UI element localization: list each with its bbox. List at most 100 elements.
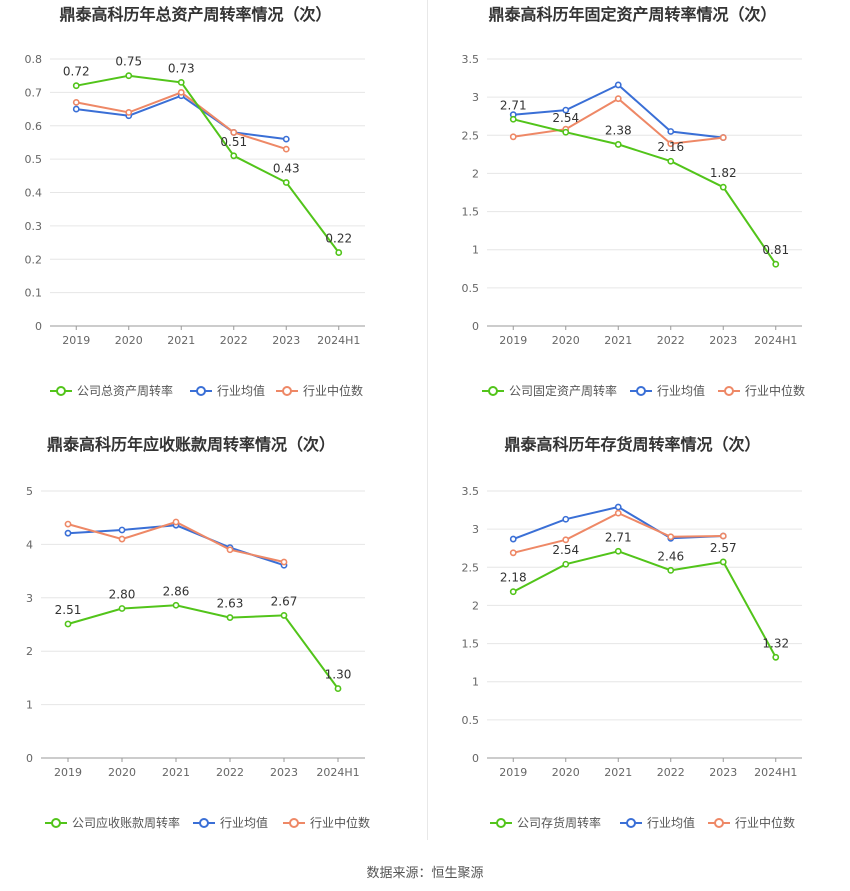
- x-tick-label: 2024H1: [754, 766, 797, 779]
- legend-item: 公司存货周转率: [490, 815, 601, 830]
- chart-title: 鼎泰高科历年总资产周转率情况（次）: [59, 5, 331, 24]
- data-source-note: 数据来源：恒生聚源: [366, 866, 484, 881]
- x-tick-label: 2022: [220, 334, 248, 347]
- x-tick-label: 2021: [167, 334, 195, 347]
- data-label: 0.72: [63, 65, 90, 79]
- legend-label: 行业均值: [647, 815, 695, 830]
- legend-swatch-marker: [488, 386, 498, 396]
- chart-panel-inventory-turnover: 鼎泰高科历年存货周转率情况（次） 0 0.5 1 1.5 2 2.5 3 3.5 2019 2020…: [428, 430, 850, 860]
- data-point: [614, 547, 622, 555]
- series-line-0: [512, 550, 777, 658]
- legend-label: 公司存货周转率: [517, 815, 601, 830]
- data-point: [562, 106, 570, 114]
- legend-label: 公司总资产周转率: [77, 383, 173, 398]
- x-tick-label: 2023: [272, 334, 300, 347]
- y-tick-label: 0.6: [25, 120, 43, 133]
- series-line-0: [76, 74, 340, 254]
- legend-item: 行业均值: [620, 815, 695, 830]
- legend-item: 行业均值: [193, 815, 268, 830]
- data-point: [118, 526, 126, 534]
- data-point: [177, 88, 185, 96]
- data-point: [667, 157, 675, 165]
- y-tick-label: 0.5: [462, 714, 480, 727]
- series-line-2: [76, 91, 287, 151]
- data-point: [334, 685, 342, 692]
- y-tick-label: 0: [26, 752, 33, 765]
- data-point: [667, 566, 675, 574]
- legend-item: 公司固定资产周转率: [482, 383, 617, 398]
- data-point: [282, 135, 290, 143]
- x-tick-label: 2024H1: [316, 766, 359, 779]
- data-point: [614, 81, 622, 89]
- y-tick-label: 0: [35, 320, 42, 333]
- x-tick-label: 2021: [162, 766, 190, 779]
- data-point: [667, 128, 675, 135]
- data-point: [64, 520, 72, 528]
- data-label: 1.32: [762, 636, 789, 650]
- data-point: [509, 588, 517, 596]
- y-tick-label: 2: [26, 645, 33, 658]
- x-tick-label: 2019: [499, 334, 527, 347]
- y-tick-label: 1.5: [462, 638, 480, 651]
- data-label: 2.46: [657, 549, 684, 563]
- data-point: [64, 529, 72, 537]
- data-point: [614, 95, 622, 103]
- data-point: [772, 653, 780, 661]
- data-point: [614, 503, 622, 511]
- data-point: [719, 183, 727, 191]
- data-label: 2.18: [500, 571, 527, 585]
- legend-swatch-marker: [196, 386, 206, 396]
- legend-swatch-marker: [724, 386, 734, 396]
- y-tick-label: 3.5: [462, 485, 480, 498]
- y-tick-label: 0.3: [25, 220, 43, 233]
- data-label: 0.51: [220, 135, 247, 149]
- x-tick-label: 2019: [499, 766, 527, 779]
- data-point: [125, 109, 133, 116]
- x-tick-label: 2021: [604, 334, 632, 347]
- data-point: [230, 152, 238, 160]
- data-point: [335, 249, 343, 256]
- x-tick-label: 2020: [552, 334, 580, 347]
- y-tick-label: 0: [472, 752, 479, 765]
- data-point: [719, 558, 727, 566]
- y-tick-label: 1: [472, 676, 479, 689]
- chart-svg: 鼎泰高科历年存货周转率情况（次） 0 0.5 1 1.5 2 2.5 3 3.5 2019 2020…: [462, 435, 802, 830]
- x-tick-label: 2022: [216, 766, 244, 779]
- legend-label: 行业均值: [657, 383, 705, 398]
- data-point: [667, 533, 675, 541]
- y-tick-label: 1: [472, 244, 479, 257]
- data-point: [280, 558, 288, 566]
- data-point: [509, 549, 517, 557]
- data-point: [226, 546, 234, 554]
- series-line-1: [76, 94, 287, 141]
- y-tick-label: 2.5: [462, 561, 480, 574]
- data-point: [719, 134, 727, 141]
- y-tick-label: 1: [26, 699, 33, 712]
- legend-swatch-marker: [56, 386, 66, 396]
- series-line-1: [67, 524, 285, 567]
- y-tick-label: 3: [26, 592, 33, 605]
- chart-svg: 鼎泰高科历年应收账款周转率情况（次） 0 1 2 3 4 5 2019 2020 2021 2022…: [26, 435, 370, 830]
- legend-label: 行业均值: [220, 815, 268, 830]
- data-point: [64, 620, 72, 628]
- x-tick-label: 2024H1: [754, 334, 797, 347]
- legend-label: 公司固定资产周转率: [509, 383, 617, 398]
- data-point: [614, 509, 622, 517]
- legend-label: 公司应收账款周转率: [72, 815, 180, 830]
- legend-swatch-marker: [199, 818, 209, 828]
- legend-swatch-marker: [289, 818, 299, 828]
- legend-label: 行业中位数: [745, 383, 805, 398]
- legend-item: 行业中位数: [718, 383, 805, 398]
- legend-item: 行业中位数: [276, 383, 363, 398]
- legend-item: 行业中位数: [708, 815, 795, 830]
- legend-swatch-marker: [714, 818, 724, 828]
- y-tick-label: 0.8: [25, 53, 43, 66]
- y-tick-label: 2: [472, 599, 479, 612]
- data-point: [172, 518, 180, 526]
- y-tick-label: 5: [26, 485, 33, 498]
- panel-divider: [427, 0, 428, 840]
- y-tick-label: 0: [472, 320, 479, 333]
- x-tick-label: 2020: [108, 766, 136, 779]
- legend-item: 行业中位数: [283, 815, 370, 830]
- data-point: [280, 612, 288, 619]
